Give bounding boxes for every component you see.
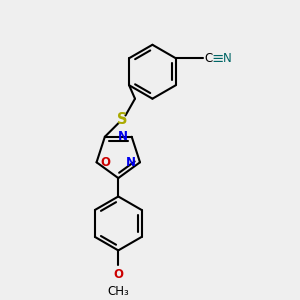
Text: S: S [117,112,128,127]
Text: ≡: ≡ [212,51,224,66]
Text: CH₃: CH₃ [107,285,129,298]
Text: N: N [224,52,232,65]
Text: O: O [100,156,110,169]
Text: C: C [204,52,213,65]
Text: O: O [113,268,123,281]
Text: N: N [126,156,136,169]
Text: N: N [118,130,128,143]
